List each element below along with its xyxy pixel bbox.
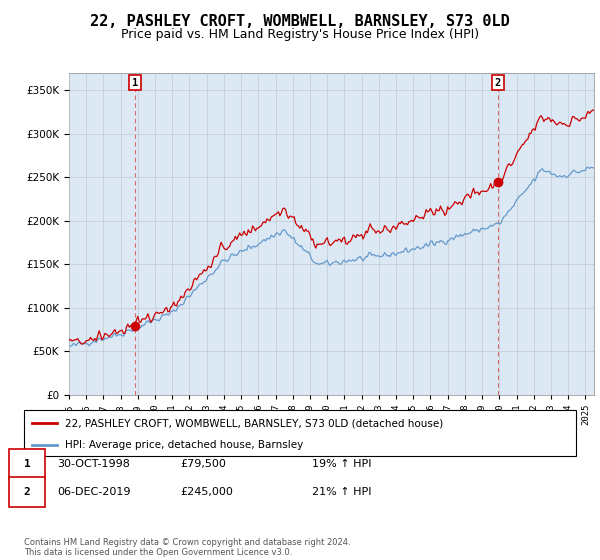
Text: £245,000: £245,000: [180, 487, 233, 497]
Text: Contains HM Land Registry data © Crown copyright and database right 2024.
This d: Contains HM Land Registry data © Crown c…: [24, 538, 350, 557]
Text: 22, PASHLEY CROFT, WOMBWELL, BARNSLEY, S73 0LD (detached house): 22, PASHLEY CROFT, WOMBWELL, BARNSLEY, S…: [65, 418, 443, 428]
Text: 1: 1: [132, 78, 138, 87]
Text: £79,500: £79,500: [180, 459, 226, 469]
Text: 2: 2: [495, 78, 501, 87]
Text: 06-DEC-2019: 06-DEC-2019: [57, 487, 131, 497]
Text: 22, PASHLEY CROFT, WOMBWELL, BARNSLEY, S73 0LD: 22, PASHLEY CROFT, WOMBWELL, BARNSLEY, S…: [90, 14, 510, 29]
Text: 30-OCT-1998: 30-OCT-1998: [57, 459, 130, 469]
Text: 2: 2: [23, 487, 31, 497]
Text: 1: 1: [23, 459, 31, 469]
Text: HPI: Average price, detached house, Barnsley: HPI: Average price, detached house, Barn…: [65, 440, 304, 450]
Text: 19% ↑ HPI: 19% ↑ HPI: [312, 459, 371, 469]
Text: 21% ↑ HPI: 21% ↑ HPI: [312, 487, 371, 497]
Text: Price paid vs. HM Land Registry's House Price Index (HPI): Price paid vs. HM Land Registry's House …: [121, 28, 479, 41]
